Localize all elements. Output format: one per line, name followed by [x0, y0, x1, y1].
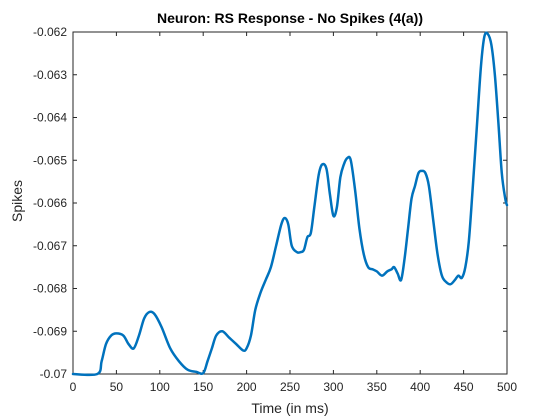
x-tick-label: 500: [497, 380, 517, 394]
y-tick-label: -0.066: [33, 196, 67, 210]
plot-area: 0 50 100 150 200 250 300 350 400 450 500 -0.07 -0.06…: [33, 25, 517, 394]
y-tick-label: -0.07: [40, 367, 68, 381]
y-tick-label: -0.062: [33, 25, 67, 39]
x-tick-label: 100: [150, 380, 170, 394]
x-tick-label: 0: [70, 380, 77, 394]
y-tick-label: -0.065: [33, 153, 67, 167]
y-tick-label: -0.069: [33, 324, 67, 338]
y-tick-label: -0.068: [33, 282, 67, 296]
x-tick-label: 50: [110, 380, 124, 394]
x-tick-label: 350: [367, 380, 387, 394]
y-tick-label: -0.063: [33, 68, 67, 82]
x-tick-label: 400: [410, 380, 430, 394]
y-tick-label: -0.067: [33, 239, 67, 253]
x-tick-label: 300: [323, 380, 343, 394]
y-axis-label: Spikes: [9, 180, 25, 222]
y-tick-label: -0.064: [33, 111, 67, 125]
chart-title: Neuron: RS Response - No Spikes (4(a)): [157, 10, 423, 26]
x-axis-label: Time (in ms): [251, 400, 328, 416]
x-tick-label: 200: [237, 380, 257, 394]
x-tick-label: 450: [454, 380, 474, 394]
series-line: [71, 31, 509, 377]
x-tick-label: 150: [193, 380, 213, 394]
x-tick-label: 250: [280, 380, 300, 394]
